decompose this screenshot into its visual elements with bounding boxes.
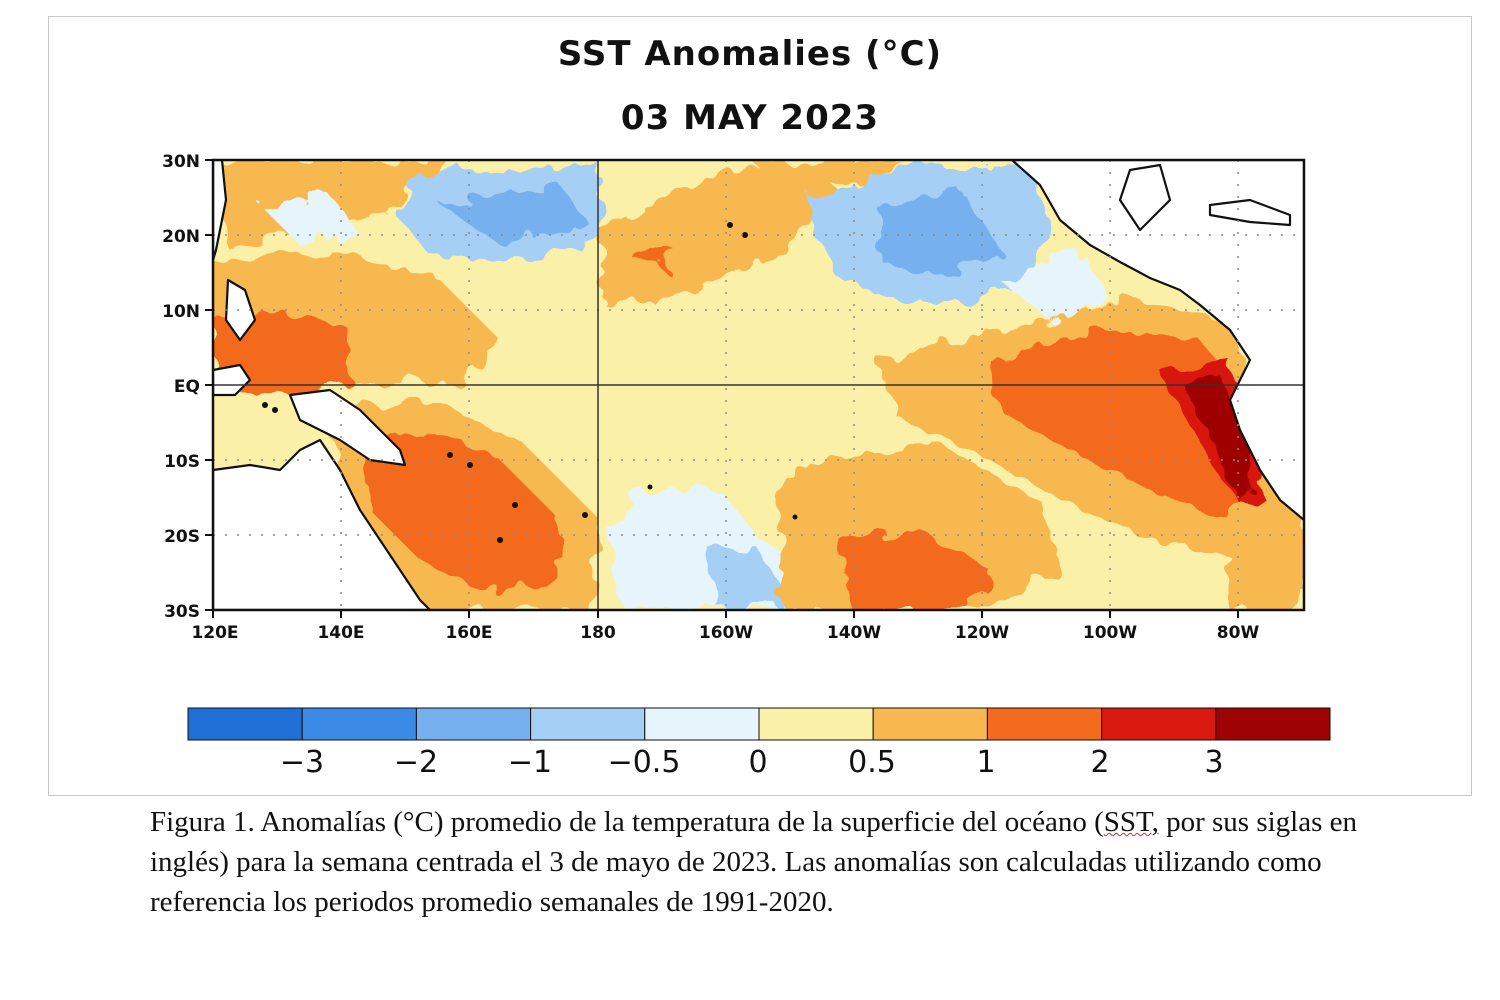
colorbar-swatch: [758, 707, 874, 741]
lon-label-180: 180: [580, 623, 616, 643]
lon-label-160e: 160E: [445, 623, 492, 643]
lon-label-100w: 100W: [1083, 623, 1137, 643]
colorbar-swatch: [187, 707, 303, 741]
lon-label-120e: 120E: [191, 623, 238, 643]
colorbar-label-2: 2: [1090, 745, 1109, 780]
colorbar-label-minus1: −1: [508, 745, 552, 780]
lat-label-10s: 10S: [164, 452, 200, 472]
lon-label-140w: 140W: [827, 623, 881, 643]
sst-anomaly-map: 30N 20N 10N EQ 10S 20S 30S 120E 140E 160…: [162, 152, 1331, 780]
colorbar-label-1: 1: [976, 745, 995, 780]
caption-part1: Figura 1. Anomalías (°C) promedio de la …: [150, 806, 1104, 838]
colorbar-swatch: [1101, 707, 1217, 741]
colorbar-swatch: [415, 707, 532, 741]
axis-ticks: [205, 159, 1239, 618]
lat-label-10n: 10N: [162, 302, 200, 322]
lat-label-30s: 30S: [164, 602, 200, 622]
colorbar-label-0: 0: [748, 745, 767, 780]
colorbar-label-minus3: −3: [280, 745, 324, 780]
colorbar-swatch: [301, 707, 417, 741]
map-title: SST Anomalies (°C): [557, 34, 943, 74]
colorbar-label-minus2: −2: [394, 745, 438, 780]
lon-label-80w: 80W: [1217, 623, 1260, 643]
colorbar-swatch: [872, 707, 988, 741]
lon-label-140e: 140E: [317, 623, 364, 643]
lat-label-eq: EQ: [174, 377, 200, 397]
map-date: 03 MAY 2023: [620, 98, 880, 138]
colorbar: [187, 707, 1331, 741]
lon-label-120w: 120W: [955, 623, 1009, 643]
colorbar-label-3: 3: [1204, 745, 1223, 780]
caption-sst: SST,: [1103, 806, 1159, 838]
lat-label-30n: 30N: [162, 152, 200, 172]
figure-caption: Figura 1. Anomalías (°C) promedio de la …: [150, 802, 1440, 922]
colorbar-label-0-5: 0.5: [848, 745, 896, 780]
colorbar-swatch: [644, 707, 760, 741]
caption-part2: por sus siglas en inglés) para la semana…: [150, 806, 1358, 918]
colorbar-swatch: [1215, 707, 1331, 741]
gridlines: [213, 160, 1304, 610]
colorbar-swatch: [986, 707, 1103, 741]
lat-label-20n: 20N: [162, 227, 200, 247]
islands: [262, 222, 798, 543]
colorbar-label-minus0-5: −0.5: [608, 745, 681, 780]
colorbar-swatch: [530, 707, 646, 741]
coastlines: [213, 160, 1304, 610]
lon-label-160w: 160W: [699, 623, 753, 643]
lat-label-20s: 20S: [164, 527, 200, 547]
